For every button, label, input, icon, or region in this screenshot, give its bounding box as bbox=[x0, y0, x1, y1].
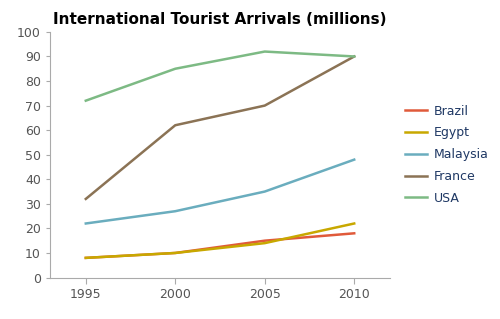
France bbox=[83, 197, 89, 201]
Malaysia bbox=[83, 222, 89, 226]
Egypt bbox=[172, 251, 178, 255]
Line: Egypt: Egypt bbox=[86, 224, 354, 258]
Line: France: France bbox=[86, 56, 354, 199]
Egypt bbox=[262, 241, 268, 245]
Malaysia bbox=[172, 209, 178, 213]
Brazil bbox=[172, 251, 178, 255]
Malaysia bbox=[351, 158, 357, 161]
France bbox=[172, 123, 178, 127]
Egypt bbox=[351, 222, 357, 226]
Line: Malaysia: Malaysia bbox=[86, 160, 354, 224]
USA bbox=[172, 67, 178, 71]
France bbox=[262, 104, 268, 108]
Line: Brazil: Brazil bbox=[86, 233, 354, 258]
Brazil bbox=[83, 256, 89, 260]
Line: USA: USA bbox=[86, 52, 354, 101]
Legend: Brazil, Egypt, Malaysia, France, USA: Brazil, Egypt, Malaysia, France, USA bbox=[400, 100, 494, 210]
Brazil bbox=[262, 239, 268, 242]
USA bbox=[351, 55, 357, 58]
Title: International Tourist Arrivals (millions): International Tourist Arrivals (millions… bbox=[53, 11, 387, 26]
Egypt bbox=[83, 256, 89, 260]
France bbox=[351, 55, 357, 58]
USA bbox=[83, 99, 89, 103]
Brazil bbox=[351, 231, 357, 235]
USA bbox=[262, 50, 268, 54]
Malaysia bbox=[262, 189, 268, 193]
